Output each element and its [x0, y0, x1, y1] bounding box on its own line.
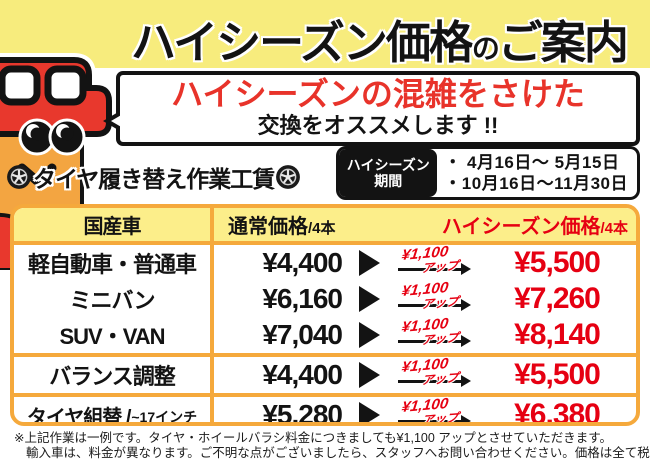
footer-notes: ※上記作業は一例です。タイヤ・ホイールバラシ料金につきましても¥1,100 アッ…	[14, 431, 650, 460]
normal-price: ¥7,040	[262, 319, 343, 350]
period-date-autumn: ・10月16日～11月30日	[444, 174, 628, 193]
car-window-right	[44, 65, 87, 106]
page-title: ハイシーズン価格のご案内	[112, 6, 646, 71]
price-up-stamp: ¥1,100 アップ	[396, 355, 482, 393]
normal-price: ¥4,400	[262, 359, 343, 390]
up-arrow-icon	[398, 415, 471, 422]
period-date-spring: ・ 4月16日～ 5月15日	[444, 153, 620, 172]
tire-wheel-icon	[276, 165, 301, 189]
section-title-text: タイヤ履き替え作業工賃	[33, 166, 275, 192]
arrow-right-icon	[342, 250, 396, 276]
high-season-price: ¥5,500	[514, 246, 601, 279]
header-high-season-price: ハイシーズン価格/4本	[441, 216, 628, 238]
high-season-price: ¥8,140	[514, 318, 601, 351]
header-normal-price: 通常価格/4本	[228, 216, 336, 238]
period-label-line2: 期間	[374, 173, 403, 189]
row-label: 軽自動車・普通車	[14, 245, 214, 281]
up-arrow-icon	[398, 335, 471, 347]
recommendation-bubble: ハイシーズンの混雑をさけた 交換をオススメします !!	[103, 71, 640, 146]
arrow-right-icon	[342, 322, 396, 348]
row-label: タイヤ組替 / ~17インチ	[14, 397, 214, 422]
period-label: ハイシーズン 期間	[339, 149, 438, 197]
header-domestic-car: 国産車	[14, 208, 214, 241]
high-season-price: ¥5,500	[514, 358, 601, 391]
table-row: SUV・VAN ¥7,040 ¥1,100 アップ ¥8,140	[14, 315, 636, 357]
normal-price: ¥4,400	[262, 247, 343, 278]
price-up-stamp: ¥1,100 アップ	[396, 315, 482, 353]
title-banner	[0, 0, 650, 68]
bubble-headline: ハイシーズンの混雑をさけた	[171, 76, 585, 112]
table-header-row: 国産車 通常価格/4本 ハイシーズン価格/4本	[14, 208, 636, 245]
row-label: SUV・VAN	[14, 317, 214, 353]
period-label-line1: ハイシーズン	[346, 157, 430, 173]
period-dates: ・ 4月16日～ 5月15日 ・10月16日～11月30日	[437, 149, 637, 197]
table-row: ミニバン ¥6,160 ¥1,100 アップ ¥7,260	[14, 279, 636, 317]
price-up-stamp: ¥1,100 アップ	[396, 395, 482, 422]
page-title-main2: ご案内	[497, 17, 629, 68]
car-window-left	[0, 65, 41, 106]
high-season-price: ¥7,260	[514, 282, 601, 315]
up-arrow-icon	[398, 299, 471, 311]
high-season-period-box: ハイシーズン 期間 ・ 4月16日～ 5月15日 ・10月16日～11月30日	[336, 146, 640, 200]
row-label: ミニバン	[14, 281, 214, 317]
arrow-right-icon	[342, 362, 396, 388]
bubble-subline: 交換をオススメします !!	[257, 113, 499, 138]
price-table: 国産車 通常価格/4本 ハイシーズン価格/4本 軽自動車・普通車 ¥4,400 …	[10, 204, 640, 426]
high-season-price: ¥6,380	[514, 398, 601, 426]
footer-note-line2: 輸入車は、料金が異なります。ご不明な点がございましたら、スタッフへお問い合わせく…	[26, 445, 650, 460]
table-row: タイヤ組替 / ~17インチ ¥5,280 ¥1,100 アップ ¥6,380	[14, 395, 636, 426]
arrow-right-icon	[342, 402, 396, 422]
row-label: バランス調整	[14, 357, 214, 393]
up-arrow-icon	[398, 375, 471, 387]
page-title-main1: ハイシーズン価格	[131, 17, 474, 68]
normal-price: ¥6,160	[262, 283, 343, 314]
footer-note-line1: ※上記作業は一例です。タイヤ・ホイールバラシ料金につきましても¥1,100 アッ…	[14, 431, 613, 445]
table-row: 軽自動車・普通車 ¥4,400 ¥1,100 アップ ¥5,500	[14, 243, 636, 281]
price-up-stamp: ¥1,100 アップ	[396, 279, 482, 317]
mascot-eyes	[18, 118, 86, 156]
normal-price: ¥5,280	[262, 399, 343, 426]
tire-wheel-icon	[7, 165, 31, 189]
up-arrow-icon	[398, 263, 471, 275]
page-title-particle: の	[471, 33, 500, 64]
arrow-right-icon	[342, 286, 396, 312]
table-row: バランス調整 ¥4,400 ¥1,100 アップ ¥5,500	[14, 355, 636, 397]
section-title: タイヤ履き替え作業工賃	[6, 160, 301, 194]
price-up-stamp: ¥1,100 アップ	[396, 243, 482, 281]
